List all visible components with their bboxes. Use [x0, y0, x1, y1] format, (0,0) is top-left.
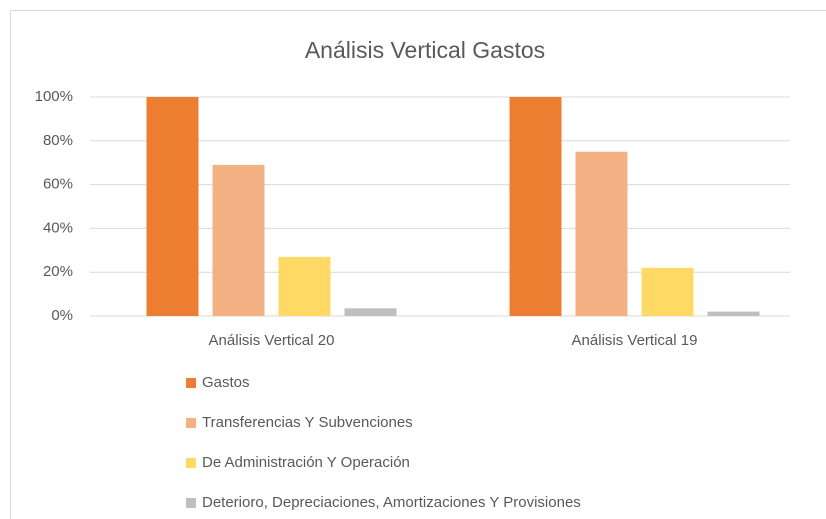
y-tick-label: 20%: [43, 263, 73, 280]
legend-label: Transferencias Y Subvenciones: [202, 414, 413, 431]
legend-swatch: [186, 498, 196, 508]
chart-frame: [10, 10, 826, 519]
bar: [575, 151, 628, 316]
x-tick-label: Análisis Vertical 20: [209, 332, 335, 349]
legend-swatch: [186, 378, 196, 388]
legend-label: Deterioro, Depreciaciones, Amortizacione…: [202, 494, 581, 511]
bar: [212, 164, 265, 316]
y-tick-label: 40%: [43, 219, 73, 236]
legend-label: De Administración Y Operación: [202, 454, 410, 471]
legend-label: Gastos: [202, 374, 250, 391]
bar: [707, 311, 760, 316]
bar: [146, 97, 199, 316]
x-tick-label: Análisis Vertical 19: [572, 332, 698, 349]
bar: [278, 256, 331, 316]
bar: [509, 97, 562, 316]
legend-swatch: [186, 458, 196, 468]
y-tick-label: 60%: [43, 176, 73, 193]
y-tick-label: 80%: [43, 132, 73, 149]
legend-swatch: [186, 418, 196, 428]
bar: [344, 308, 397, 316]
y-tick-label: 100%: [35, 88, 73, 105]
y-tick-label: 0%: [51, 307, 73, 324]
bar: [641, 267, 694, 316]
chart-title: Análisis Vertical Gastos: [305, 37, 545, 63]
